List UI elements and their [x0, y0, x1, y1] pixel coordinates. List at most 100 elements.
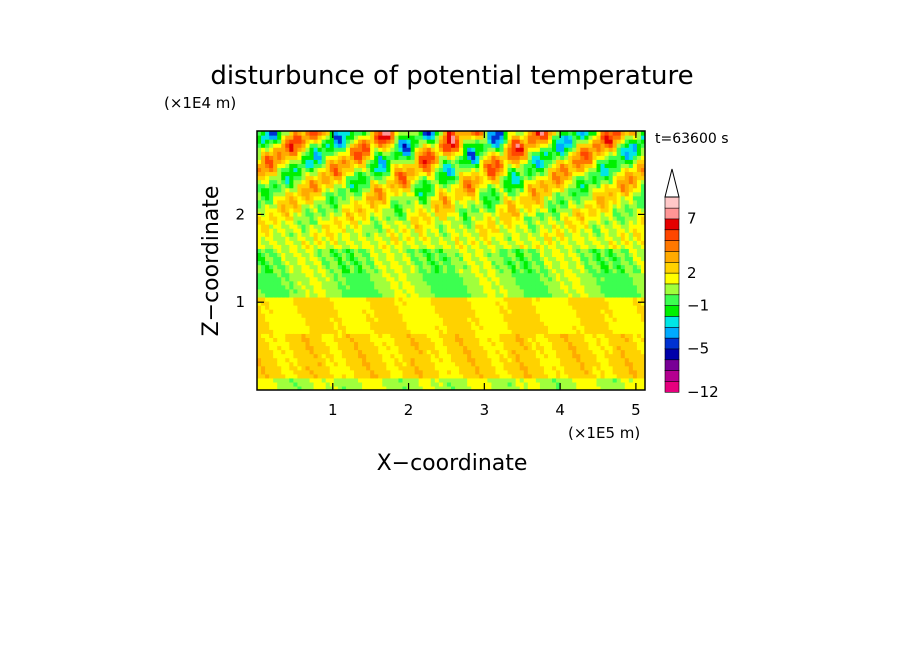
- heatmap-cell: [535, 215, 541, 221]
- heatmap-cell: [515, 333, 521, 338]
- heatmap-cell: [386, 296, 391, 302]
- heatmap-cell: [560, 228, 565, 233]
- heatmap-cell: [418, 248, 424, 254]
- heatmap-cell: [285, 329, 290, 334]
- heatmap-cell: [539, 215, 545, 221]
- heatmap-cell: [515, 309, 521, 314]
- heatmap-cell: [467, 232, 472, 237]
- heatmap-cell: [281, 260, 286, 266]
- heatmap-cell: [301, 260, 307, 266]
- heatmap-cell: [305, 191, 311, 197]
- heatmap-cell: [499, 175, 505, 181]
- heatmap-cell: [321, 353, 327, 359]
- heatmap-cell: [406, 272, 412, 278]
- heatmap-cell: [507, 373, 513, 379]
- heatmap-cell: [523, 244, 529, 249]
- heatmap-cell: [257, 353, 262, 359]
- heatmap-cell: [410, 341, 416, 347]
- heatmap-cell: [333, 187, 339, 193]
- heatmap-cell: [301, 373, 307, 379]
- heatmap-cell: [426, 288, 432, 294]
- heatmap-cell: [394, 135, 400, 140]
- heatmap-cell: [265, 151, 270, 156]
- heatmap-cell: [398, 252, 404, 258]
- heatmap-cell: [382, 232, 387, 237]
- heatmap-cell: [548, 179, 553, 185]
- heatmap-cell: [543, 325, 549, 330]
- heatmap-cell: [422, 175, 428, 181]
- heatmap-cell: [374, 167, 379, 173]
- heatmap-cell: [362, 317, 367, 322]
- heatmap-cell: [479, 163, 484, 169]
- heatmap-cell: [378, 256, 383, 262]
- heatmap-cell: [374, 171, 379, 177]
- heatmap-cell: [333, 292, 339, 298]
- heatmap-cell: [257, 373, 262, 379]
- heatmap-cell: [317, 272, 323, 278]
- heatmap-cell: [479, 171, 484, 177]
- heatmap-cell: [354, 309, 359, 314]
- heatmap-cell: [503, 244, 509, 249]
- heatmap-cell: [523, 305, 529, 310]
- heatmap-cell: [499, 151, 505, 156]
- heatmap-cell: [398, 309, 404, 314]
- heatmap-cell: [313, 280, 319, 286]
- heatmap-cell: [471, 280, 476, 286]
- heatmap-cell: [345, 203, 351, 209]
- heatmap-cell: [446, 135, 452, 140]
- heatmap-cell: [451, 135, 456, 140]
- heatmap-cell: [333, 337, 339, 343]
- heatmap-cell: [265, 333, 270, 338]
- heatmap-cell: [499, 377, 505, 383]
- heatmap-cell: [273, 385, 278, 390]
- heatmap-cell: [556, 175, 561, 181]
- heatmap-cell: [325, 333, 331, 338]
- heatmap-cell: [438, 195, 444, 201]
- heatmap-cell: [337, 353, 343, 359]
- heatmap-cell: [333, 268, 339, 274]
- heatmap-cell: [345, 183, 351, 189]
- heatmap-cell: [269, 228, 274, 233]
- heatmap-cell: [471, 357, 476, 363]
- heatmap-cell: [503, 296, 509, 302]
- heatmap-cell: [442, 309, 448, 314]
- heatmap-cell: [261, 256, 266, 262]
- heatmap-cell: [362, 381, 367, 387]
- heatmap-cell: [556, 333, 561, 338]
- heatmap-cell: [535, 321, 541, 326]
- heatmap-cell: [418, 292, 424, 298]
- heatmap-cell: [325, 305, 331, 310]
- heatmap-cell: [329, 385, 335, 390]
- heatmap-cell: [543, 305, 549, 310]
- heatmap-cell: [366, 284, 371, 290]
- heatmap-cell: [483, 236, 488, 241]
- heatmap-cell: [560, 276, 565, 282]
- heatmap-cell: [265, 313, 270, 318]
- heatmap-cell: [531, 333, 537, 338]
- heatmap-cell: [281, 183, 286, 189]
- heatmap-cell: [402, 151, 408, 156]
- heatmap-cell: [487, 357, 493, 363]
- heatmap-cell: [471, 195, 476, 201]
- heatmap-cell: [362, 309, 367, 314]
- heatmap-cell: [463, 325, 468, 330]
- heatmap-cell: [366, 199, 371, 205]
- heatmap-cell: [446, 151, 452, 156]
- heatmap-cell: [386, 349, 391, 355]
- heatmap-cell: [309, 151, 315, 156]
- heatmap-cell: [337, 309, 343, 314]
- heatmap-cell: [446, 207, 452, 213]
- heatmap-cell: [329, 179, 335, 185]
- heatmap-cell: [281, 232, 286, 237]
- heatmap-cell: [345, 171, 351, 177]
- heatmap-cell: [422, 183, 428, 189]
- heatmap-cell: [527, 341, 533, 347]
- heatmap-cell: [426, 244, 432, 249]
- heatmap-cell: [362, 163, 367, 169]
- heatmap-cell: [398, 147, 404, 152]
- heatmap-cell: [325, 220, 331, 225]
- heatmap-cell: [519, 373, 525, 379]
- heatmap-cell: [293, 135, 299, 140]
- heatmap-cell: [519, 256, 525, 262]
- heatmap-cell: [378, 151, 383, 156]
